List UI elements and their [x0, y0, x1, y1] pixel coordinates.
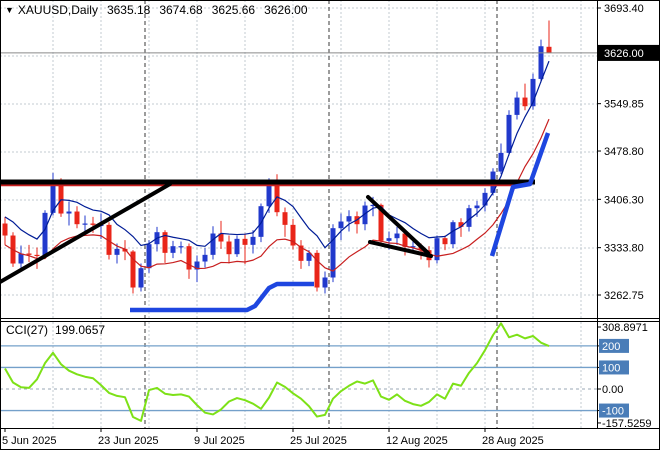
candle-body	[458, 222, 464, 227]
candle-body	[130, 251, 136, 288]
cci-axis-label: 200	[602, 341, 620, 353]
time-axis-label: 28 Aug 2025	[482, 435, 544, 447]
candle-body	[138, 268, 144, 288]
candle-body	[122, 248, 128, 252]
candle-body	[306, 252, 312, 261]
candle-body	[538, 46, 544, 79]
candle-body	[170, 246, 176, 253]
time-axis-label: 25 Jul 2025	[290, 435, 347, 447]
time-axis[interactable]: 5 Jun 2025 23 Jun 2025 9 Jul 2025 25 Jul 20…	[2, 428, 544, 447]
current-price-label: 3626.00	[604, 48, 644, 60]
candle-body	[194, 261, 200, 270]
ma-fast-line	[4, 60, 550, 249]
cci-curve	[4, 322, 550, 422]
candle-body	[162, 232, 168, 253]
price-axis-label: 3693.40	[604, 3, 644, 15]
candle-body	[298, 245, 304, 261]
candle-body	[402, 233, 408, 247]
price-axis-label: 3549.85	[604, 99, 644, 111]
price-axis-label: 3262.75	[604, 290, 644, 302]
candle-body	[346, 216, 352, 222]
candle-body	[234, 238, 240, 255]
candle-body	[362, 205, 368, 225]
time-axis-label: 23 Jun 2025	[98, 435, 159, 447]
candle-body	[442, 238, 448, 245]
candle-body	[482, 192, 488, 206]
candle-body	[266, 182, 272, 207]
candle-body	[290, 224, 296, 246]
candle-body	[26, 253, 32, 255]
candle-body	[34, 254, 40, 257]
price-axis[interactable]: 3693.40 3549.85 3478.80 3406.30 3333.80 3262.…	[597, 3, 660, 430]
candle-body	[434, 238, 440, 261]
candle-body	[74, 211, 80, 225]
candle-body	[282, 212, 288, 225]
time-axis-label: 9 Jul 2025	[194, 435, 245, 447]
candle-body	[146, 244, 152, 269]
candle-body	[242, 238, 248, 245]
main-price-pane[interactable]	[0, 0, 597, 318]
candle-body	[322, 277, 328, 288]
candle-body	[66, 211, 72, 214]
candle-body	[42, 212, 48, 256]
candle-body	[114, 248, 120, 255]
candle-body	[210, 233, 216, 255]
wedge-upper-line[interactable]	[366, 195, 430, 255]
candle-body	[498, 152, 504, 172]
candle-body	[466, 208, 472, 227]
cci-axis-label: 308.8971	[602, 322, 648, 334]
candle-body	[506, 114, 512, 153]
candle-body	[314, 252, 320, 288]
candle-body	[218, 233, 224, 242]
cci-pane[interactable]	[0, 322, 597, 428]
candle-body	[378, 204, 384, 241]
candle-body	[522, 97, 528, 107]
current-price-box	[598, 44, 660, 61]
wedge-lower-line[interactable]	[368, 240, 433, 258]
candle-body	[202, 254, 208, 262]
candle-body	[186, 246, 192, 270]
candle-body	[106, 224, 112, 255]
ma-slow-line	[4, 118, 550, 272]
candle-body	[58, 182, 64, 214]
candle-body	[178, 246, 184, 248]
blue-support-line-right[interactable]	[489, 132, 551, 257]
candle-body	[386, 238, 392, 241]
cci-level-box	[599, 338, 629, 353]
price-axis-label: 3333.80	[604, 243, 644, 255]
cci-level-box	[599, 360, 629, 375]
candle-body	[258, 206, 264, 237]
candle-body	[546, 46, 552, 53]
candle-body	[90, 223, 96, 225]
candle-body	[330, 228, 336, 278]
time-axis-label: 12 Aug 2025	[386, 435, 448, 447]
candle-body	[410, 246, 416, 248]
candle-body	[514, 97, 520, 115]
candle-body	[530, 78, 536, 107]
candle-body	[394, 233, 400, 239]
cci-axis-label: -100	[602, 406, 624, 418]
price-axis-label: 3406.30	[604, 194, 644, 206]
candle-body	[338, 221, 344, 229]
time-axis-label: 5 Jun 2025	[2, 435, 56, 447]
blue-support-line-bottom[interactable]	[130, 281, 314, 313]
cci-axis-label: 100	[602, 362, 620, 374]
candle-body	[18, 253, 24, 264]
price-axis-label: 3478.80	[604, 146, 644, 158]
candle-body	[2, 223, 8, 236]
cci-axis-label: 0.00	[602, 384, 623, 396]
candle-body	[50, 182, 56, 213]
black-uptrend-line[interactable]	[0, 182, 172, 284]
candle-body	[450, 222, 456, 245]
candle-body	[370, 204, 376, 207]
candle-body	[474, 205, 480, 209]
cci-axis-label: -157.5259	[602, 418, 652, 430]
candle-body	[226, 241, 232, 255]
candle-body	[250, 236, 256, 245]
cci-level-box	[599, 403, 629, 418]
candle-body	[82, 223, 88, 225]
